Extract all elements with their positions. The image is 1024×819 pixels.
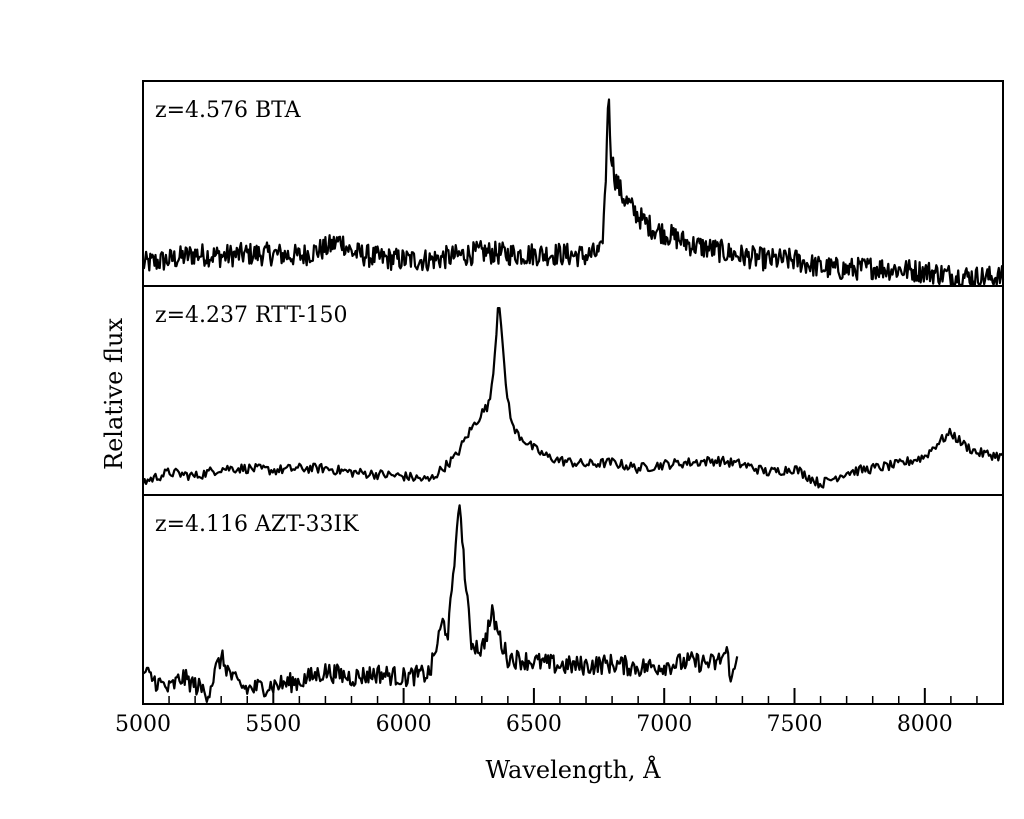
panel-label-3: z=4.116 AZT-33IK — [155, 512, 359, 537]
spectrum-line-3 — [142, 504, 739, 703]
spectrum-line-1 — [141, 98, 1005, 286]
panel-3: z=4.116 AZT-33IK — [142, 494, 1004, 705]
panel-1: z=4.576 BTA — [141, 80, 1005, 287]
panel-2: z=4.237 RTT-150 — [141, 285, 1004, 496]
y-axis-label: Relative flux — [100, 318, 128, 470]
x-tick-label: 6000 — [376, 712, 432, 737]
x-tick-label: 6500 — [506, 712, 562, 737]
x-tick-label: 5000 — [115, 712, 171, 737]
x-axis-ticks: 5000 5500 6000 6500 7000 7500 8000 — [115, 688, 978, 737]
panel-frame — [142, 494, 1004, 705]
panel-label-2: z=4.237 RTT-150 — [155, 303, 348, 328]
x-axis-label: Wavelength, Å — [485, 755, 661, 784]
panel-label-1: z=4.576 BTA — [155, 98, 302, 123]
x-tick-label: 8000 — [897, 712, 953, 737]
spectrum-line-2 — [141, 307, 1004, 489]
x-tick-label: 7000 — [636, 712, 692, 737]
x-tick-label: 7500 — [767, 712, 823, 737]
panels-group: z=4.576 BTA z=4.237 RTT-150 z=4.116 AZT-33… — [141, 80, 1005, 705]
x-tick-label: 5500 — [245, 712, 301, 737]
